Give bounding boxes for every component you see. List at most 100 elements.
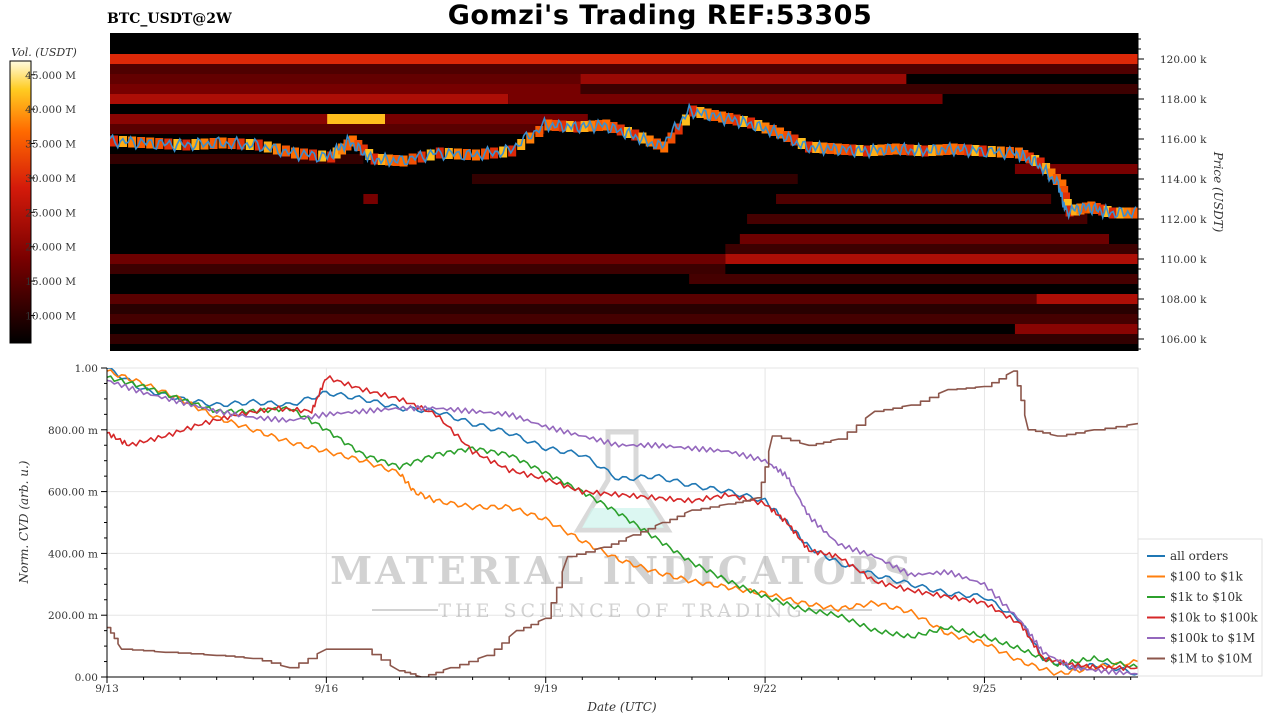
heatmap-cell <box>703 108 712 120</box>
watermark: MATERIAL INDICATORS THE SCIENCE OF TRADI… <box>330 429 914 622</box>
heatmap-cell <box>776 127 785 139</box>
heatmap-cell <box>435 147 444 159</box>
price-axis-label: Price (USDT) <box>1211 151 1225 233</box>
heatmap-cell <box>768 125 777 136</box>
cvd-x-tick-label: 9/25 <box>973 683 997 695</box>
legend: all orders $100 to $1k $1k to $10k $10k to … <box>1147 549 1258 666</box>
heatmap-band <box>110 154 364 164</box>
cvd-x-tick-label: 9/13 <box>95 683 119 695</box>
cvd-y-tick-label: 1.00 <box>75 363 98 375</box>
heatmap-cell <box>595 120 604 131</box>
heatmap-cell <box>790 134 799 146</box>
cvd-x-ticks: 9/13 9/16 9/19 9/22 9/25 <box>95 677 1132 695</box>
heatmap-cell <box>426 149 435 161</box>
legend-box <box>1137 538 1263 677</box>
price-line <box>110 102 1137 221</box>
heatmap-cell <box>624 127 632 138</box>
heatmap-cell <box>343 139 352 151</box>
heatmap-cell <box>964 144 973 156</box>
cvd-y-axis-label: Norm. CVD (arb. u.) <box>17 460 31 584</box>
heatmap-band <box>110 304 1138 314</box>
cvd-y-tick-label: 600.00 m <box>48 487 98 499</box>
heatmap-cell <box>348 135 357 147</box>
legend-entry: all orders <box>1170 549 1228 563</box>
heatmap-cell <box>1116 207 1125 219</box>
cvd-series-line <box>107 370 1138 677</box>
heatmap-band <box>580 84 1138 94</box>
heatmap-band <box>110 254 726 264</box>
heatmap-cell <box>119 136 128 147</box>
heatmap-band <box>110 314 1138 324</box>
heatmap-cell <box>660 141 669 153</box>
price-tick-label: 116.00 k <box>1160 134 1207 146</box>
heatmap-cell <box>891 143 900 155</box>
cvd-x-tick-label: 9/16 <box>315 683 339 695</box>
colorbar-ticks: 45.000 M 40.000 M 35.000 M 30.000 M 25.000 M… <box>25 70 76 323</box>
heatmap-cell <box>1087 201 1096 213</box>
heatmap-cell <box>338 143 347 155</box>
colorbar-tick-label: 30.000 M <box>25 173 76 185</box>
cvd-series-line <box>107 368 1138 676</box>
colorbar-tick-label: 40.000 M <box>25 104 76 116</box>
heatmap-band <box>471 174 798 184</box>
cvd-series-line <box>107 375 1138 669</box>
heatmap-cell <box>377 154 386 165</box>
colorbar <box>9 60 32 344</box>
heatmap-cell <box>318 150 327 162</box>
heatmap-cell <box>1130 207 1138 219</box>
heatmap-cell <box>128 136 137 148</box>
colorbar-tick-label: 45.000 M <box>25 70 76 82</box>
legend-entry: $100 to $1k <box>1170 570 1243 584</box>
heatmap-cell <box>696 107 705 118</box>
cvd-y-ticks: 0.00 200.00 m 400.00 m 600.00 m 800.00 m 1.00 <box>48 363 107 684</box>
heatmap-cell <box>300 148 309 160</box>
heatmap-band <box>776 194 1052 204</box>
flask-liquid-icon <box>582 508 664 528</box>
heatmap-cell <box>833 143 842 155</box>
watermark-title: MATERIAL INDICATORS <box>330 548 914 593</box>
price-tick-label: 120.00 k <box>1160 54 1207 66</box>
heatmap-cell <box>155 138 164 149</box>
colorbar-label: Vol. (USDT) <box>11 46 77 59</box>
cvd-y-tick-label: 400.00 m <box>48 548 98 560</box>
heatmap-cell <box>558 120 567 132</box>
heatmap-cell <box>819 142 828 154</box>
cvd-y-tick-label: 200.00 m <box>48 610 98 622</box>
heatmap-band <box>110 114 364 124</box>
heatmap-cell <box>957 144 966 155</box>
heatmap-cell <box>689 105 698 117</box>
flask-icon <box>573 429 673 533</box>
heatmap-cell <box>453 148 462 160</box>
colorbar-tick-label: 25.000 M <box>25 207 76 219</box>
heatmap-cell <box>681 114 690 126</box>
heatmap-cell <box>609 122 618 133</box>
heatmap-band <box>110 94 509 104</box>
heatmap-cell <box>987 146 996 157</box>
heatmap-cell <box>137 137 146 148</box>
heatmap-cell <box>1063 199 1072 210</box>
heatmap-cell <box>227 138 236 149</box>
cvd-x-axis-label: Date (UTC) <box>586 700 656 714</box>
heatmap-cell <box>739 116 748 127</box>
colorbar-tick-label: 15.000 M <box>25 276 76 288</box>
heatmap-cell <box>949 143 958 155</box>
heatmap-band <box>110 264 726 274</box>
price-tick-label: 112.00 k <box>1160 214 1207 226</box>
heatmap-cell <box>370 153 379 165</box>
heatmap-cell <box>359 144 368 156</box>
heatmap-cell <box>1098 204 1107 216</box>
heatmap-cell <box>1076 203 1085 215</box>
heatmap-cell <box>408 153 417 165</box>
heatmap-band <box>110 74 581 84</box>
legend-entry: $1M to $10M <box>1170 652 1252 666</box>
cvd-x-tick-label: 9/22 <box>753 683 777 695</box>
heatmap-cell <box>1058 179 1067 191</box>
heatmap-cell <box>899 144 908 155</box>
heatmap-band <box>110 334 1138 344</box>
heatmap-cell <box>146 137 155 149</box>
heatmap-cell <box>1061 192 1070 204</box>
heatmap-band <box>110 84 581 94</box>
price-tick-label: 110.00 k <box>1160 254 1207 266</box>
price-tick-label: 114.00 k <box>1160 174 1207 186</box>
